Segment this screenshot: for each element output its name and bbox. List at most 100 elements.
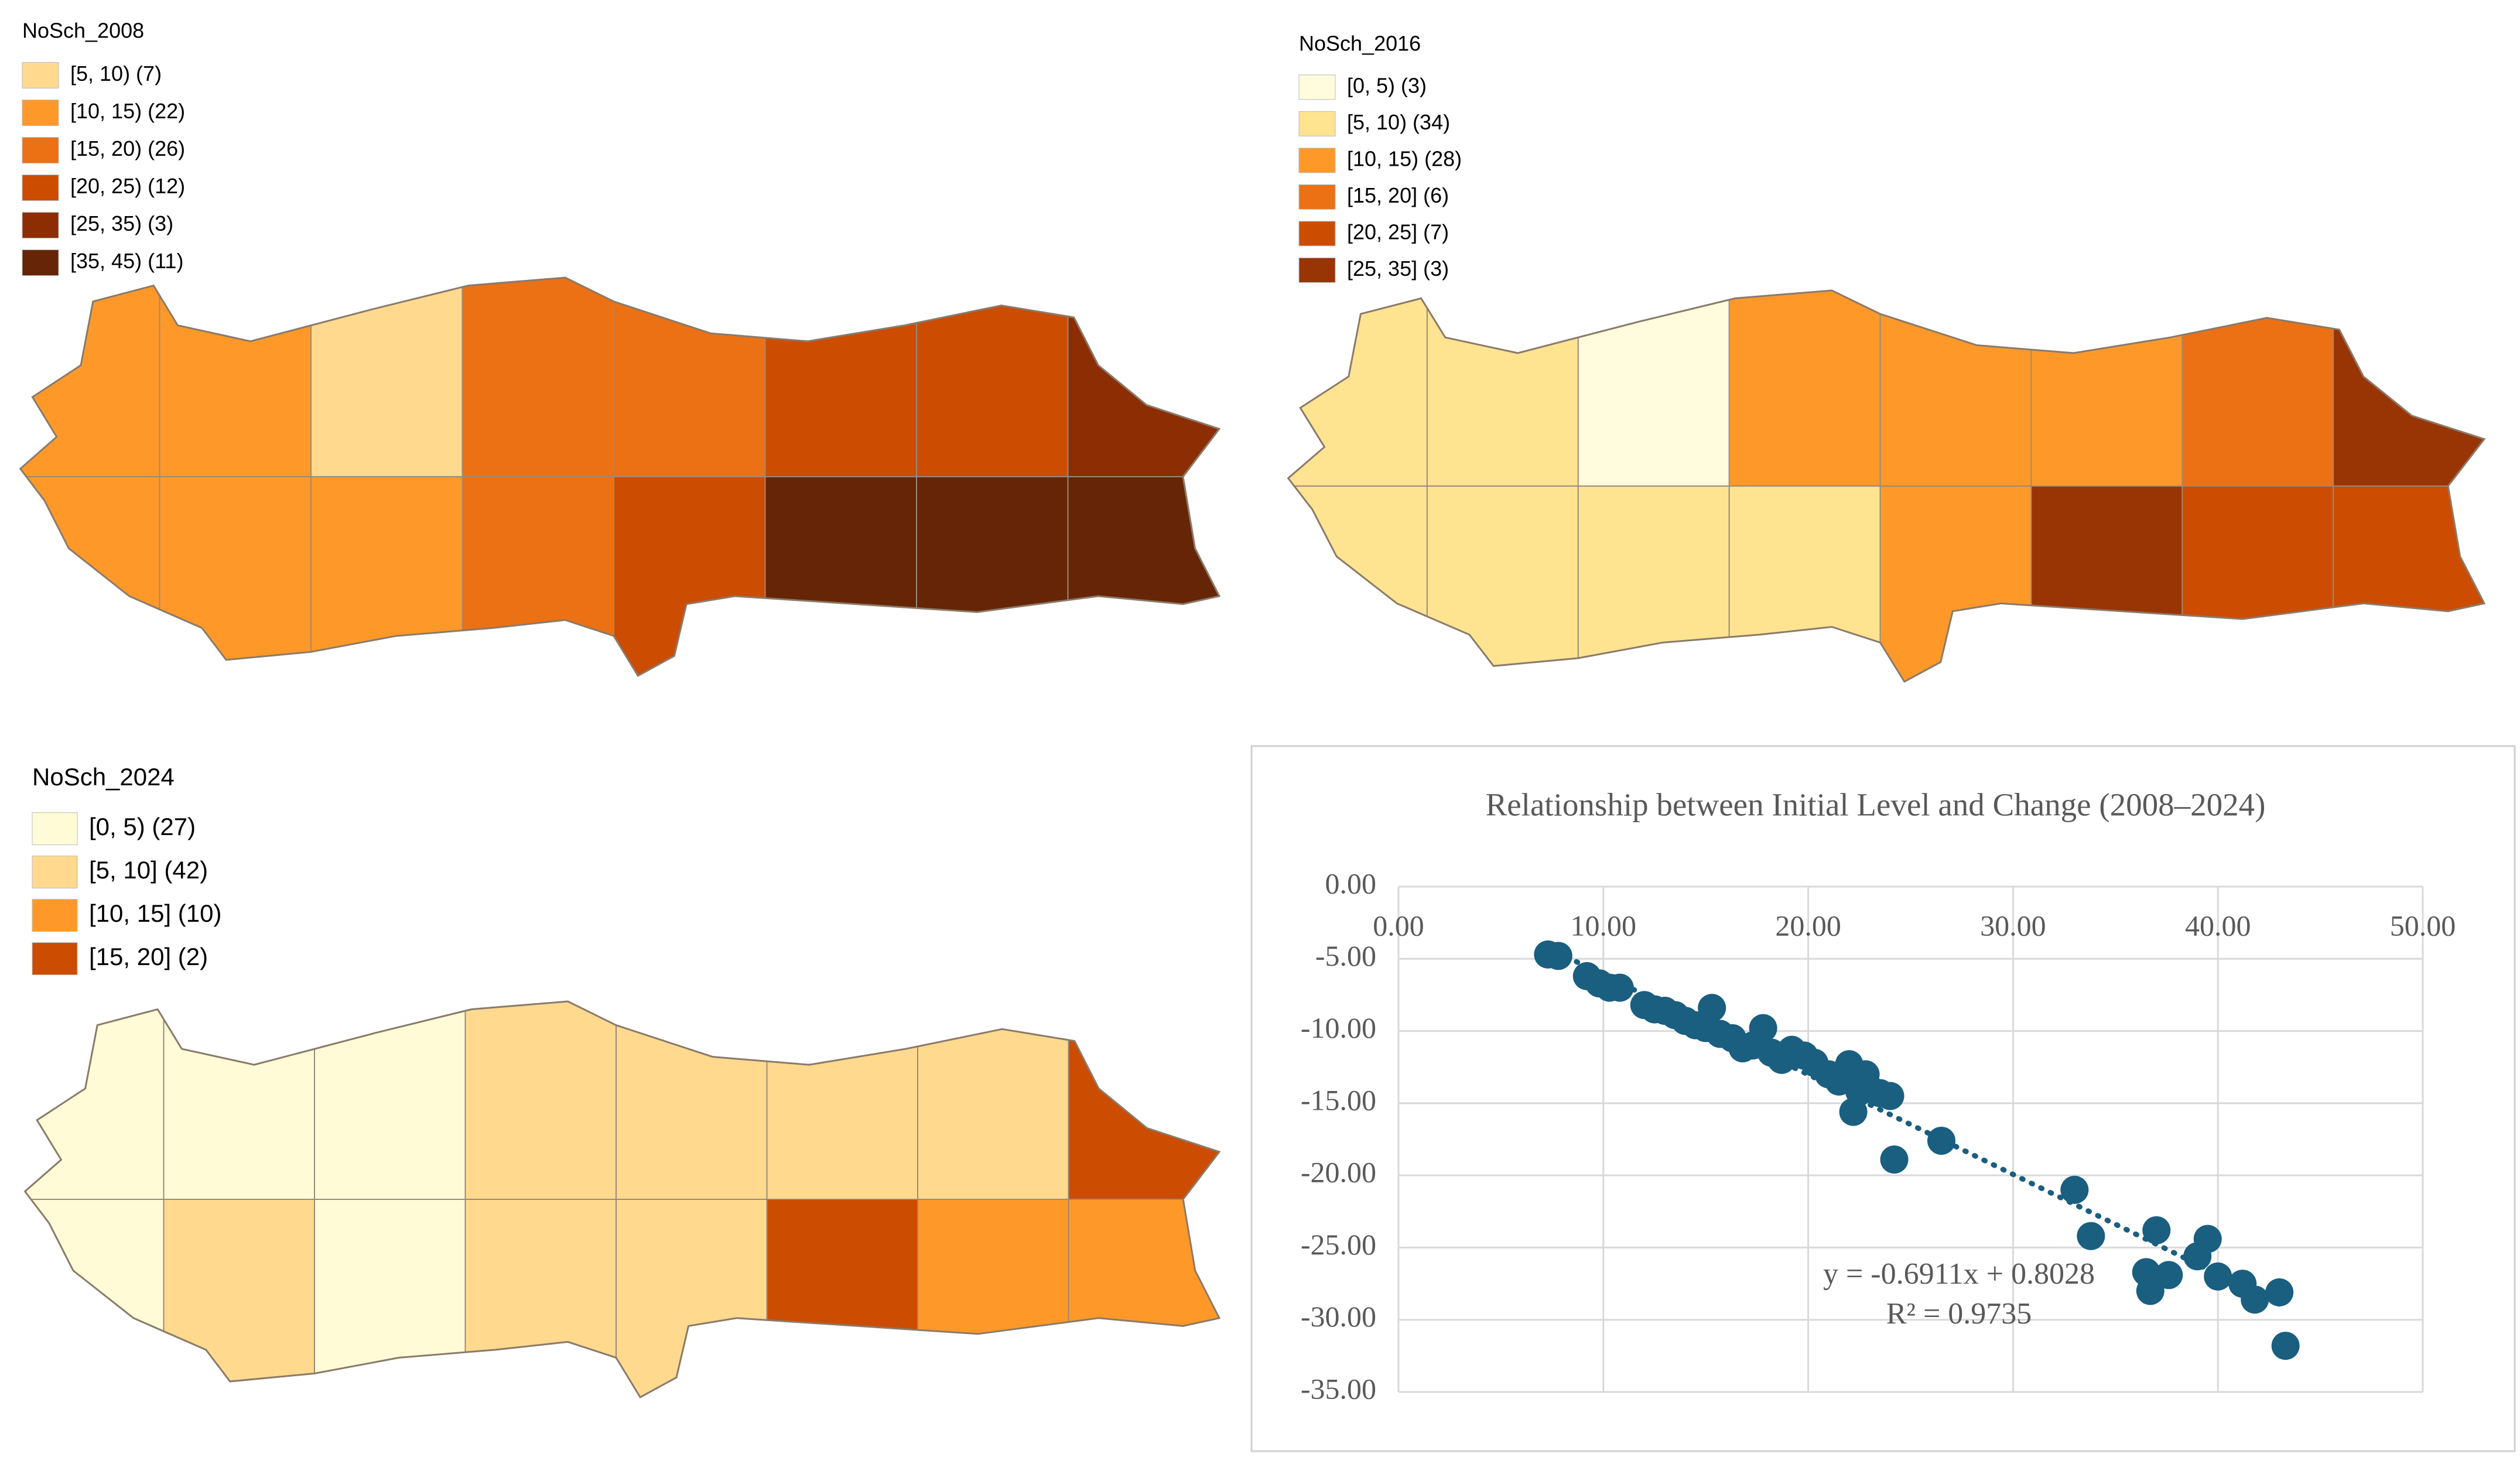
legend-title: NoSch_2008	[22, 19, 144, 43]
trend-equation: y = -0.6911x + 0.8028	[1823, 1257, 2095, 1291]
map-region	[916, 476, 1069, 676]
map-region	[764, 278, 918, 478]
legend-label: [15, 20] (6)	[1347, 183, 1449, 207]
map-region	[20, 476, 161, 676]
x-tick-label: 20.00	[1775, 909, 1841, 942]
legend-label: [25, 35] (3)	[1347, 256, 1449, 281]
map-region	[314, 1001, 467, 1201]
legend-swatch	[22, 175, 59, 201]
map-region	[2182, 485, 2335, 682]
y-tick-label: 0.00	[1325, 867, 1377, 899]
legend-label: [5, 10] (42)	[89, 856, 208, 884]
point	[2204, 1262, 2232, 1291]
map-region	[766, 1001, 919, 1201]
map-region	[2030, 290, 2184, 487]
map-region	[613, 278, 767, 478]
map-outline	[19, 276, 1221, 678]
legend-swatch	[32, 942, 78, 976]
legend-swatch	[32, 899, 78, 932]
x-tick-label: 40.00	[2185, 909, 2251, 942]
legend-label: [10, 15] (10)	[89, 899, 221, 927]
map-region	[2030, 485, 2184, 682]
point	[2077, 1222, 2105, 1250]
r-squared: R² = 0.9735	[1886, 1297, 2032, 1331]
legend-swatch	[1298, 184, 1336, 210]
legend-swatch	[1298, 74, 1336, 100]
legend-swatch	[1298, 257, 1336, 283]
map	[1288, 290, 2484, 682]
map-outline	[23, 1000, 1221, 1399]
point	[1876, 1082, 1904, 1110]
y-tick-label: -5.00	[1315, 939, 1376, 972]
point	[1927, 1126, 1955, 1155]
y-tick-label: -20.00	[1301, 1156, 1376, 1189]
y-tick-label: -15.00	[1301, 1083, 1376, 1116]
map-region	[20, 278, 161, 478]
legend-label: [20, 25) (12)	[70, 174, 185, 198]
map-region	[613, 476, 767, 676]
point	[2241, 1285, 2269, 1314]
point	[1880, 1145, 1909, 1174]
legend-title: NoSch_2016	[1299, 32, 1421, 56]
point	[2060, 1175, 2089, 1204]
point	[2193, 1225, 2222, 1253]
legend-swatch	[32, 812, 78, 846]
legend-swatch	[22, 62, 59, 89]
map-region	[616, 1199, 768, 1397]
map-region	[1067, 476, 1220, 676]
map-region	[310, 278, 464, 478]
map-region	[310, 476, 464, 676]
map-region	[461, 278, 615, 478]
map	[25, 1001, 1220, 1397]
y-tick-label: -30.00	[1301, 1300, 1376, 1333]
legend-label: [0, 5) (27)	[89, 813, 196, 840]
map-region	[461, 476, 615, 676]
legend-label: [5, 10) (34)	[1347, 110, 1450, 134]
map-region	[766, 1199, 919, 1397]
map-region	[1879, 485, 2033, 682]
legend-title: NoSch_2024	[32, 763, 175, 791]
legend-label: [15, 20) (26)	[70, 136, 185, 160]
legend-label: [5, 10) (7)	[70, 61, 162, 85]
map-region	[917, 1199, 1070, 1397]
legend-swatch	[22, 249, 59, 276]
legend-label: [15, 20] (2)	[89, 943, 208, 970]
map-region	[25, 1001, 165, 1201]
point	[2136, 1277, 2165, 1305]
map-outline	[1287, 289, 2486, 683]
point	[1544, 942, 1572, 970]
map-region	[1728, 290, 1882, 487]
legend-label: [25, 35) (3)	[70, 211, 173, 235]
x-tick-label: 50.00	[2390, 909, 2456, 942]
x-tick-label: 30.00	[1980, 909, 2046, 942]
legend-swatch	[1298, 148, 1336, 173]
map-region	[159, 476, 312, 676]
map-region	[616, 1001, 768, 1201]
x-tick-label: 10.00	[1571, 909, 1637, 942]
point	[1698, 994, 1726, 1022]
legend-label: [0, 5) (3)	[1347, 73, 1427, 97]
map-region	[464, 1001, 617, 1201]
y-tick-label: -35.00	[1301, 1372, 1376, 1405]
map-region	[1728, 485, 1882, 682]
map-region	[314, 1199, 467, 1397]
legend-swatch	[32, 856, 78, 889]
map-region	[163, 1199, 316, 1397]
chart-title: Relationship between Initial Level and C…	[1486, 787, 2266, 823]
legend-swatch	[1298, 111, 1336, 136]
map-region	[1288, 290, 1428, 487]
map-region	[1068, 1199, 1220, 1397]
map-region	[163, 1001, 316, 1201]
point	[2271, 1332, 2300, 1360]
legend-swatch	[22, 137, 59, 164]
map-region	[2333, 485, 2484, 682]
map-region	[1426, 485, 1579, 682]
y-tick-label: -10.00	[1301, 1011, 1376, 1044]
point	[2265, 1278, 2294, 1306]
legend-label: [35, 45) (11)	[70, 249, 183, 273]
map-region	[2333, 290, 2484, 487]
map-region	[1426, 290, 1579, 487]
point	[2142, 1216, 2171, 1244]
map-region	[159, 278, 312, 478]
